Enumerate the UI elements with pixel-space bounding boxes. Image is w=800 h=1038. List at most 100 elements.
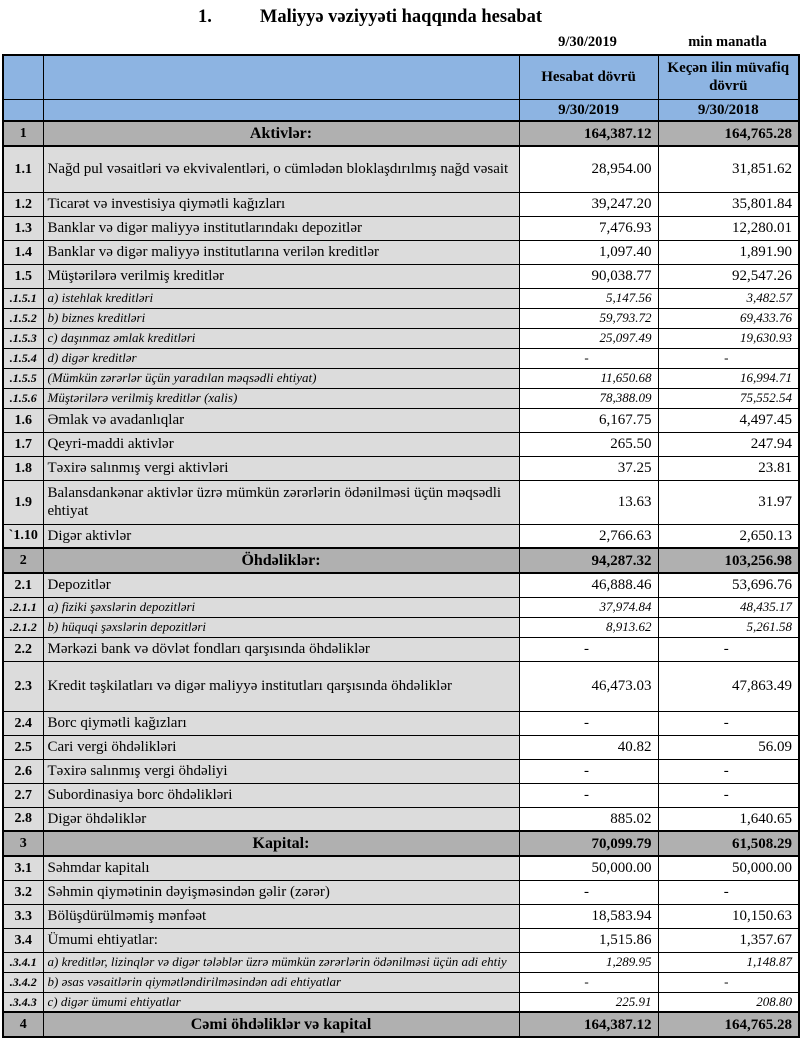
table-row: 3.3 Bölüşdürülməmiş mənfəət 18,583.94 10,15… [2,903,800,929]
value-current-cell: - [518,782,659,808]
table-row: 2 Öhdəliklər: 94,287.32 103,256.98 [2,547,800,575]
value-current-cell: - [518,971,659,993]
table-row: 3 Kapital: 70,099.79 61,508.29 [2,830,800,858]
table-subheader-row: 9/30/2019 9/30/2018 [2,98,800,123]
row-label-cell: a) istehlak kreditləri [42,287,520,309]
row-num-cell: 4 [2,1011,44,1038]
row-label-cell: Öhdəliklər: [42,547,520,575]
row-label-cell: Müştərilərə verilmiş kreditlər (xalis) [42,387,520,409]
value-previous-cell: 47,863.49 [657,660,800,712]
value-previous-cell: 4,497.45 [657,407,800,433]
previous-period-header: Keçən ilin müvafiq dövrü [657,54,800,100]
row-num-cell: .1.5.4 [2,347,44,369]
row-num-cell: 1.1 [2,145,44,193]
row-label-cell: Borc qiymətli kağızları [42,710,520,736]
page-title: 1. Maliyyə vəziyyəti haqqında hesabat [2,6,738,28]
value-previous-cell: 50,000.00 [657,855,800,881]
header-empty-num-cell [2,54,44,100]
table-row: .2.1.2 b) hüquqi şəxslərin depozitləri 8,9… [2,616,800,638]
table-row: 1.1 Nağd pul vəsaitləri və ekvivalentləri… [2,145,800,193]
table-row: .1.5.1 a) istehlak kreditləri 5,147.56 3,48… [2,287,800,309]
row-num-cell: `1.10 [2,523,44,549]
value-current-cell: 13.63 [518,479,659,525]
value-previous-cell: - [657,879,800,905]
report-date-label: 9/30/2019 [558,34,617,51]
row-label-cell: Bölüşdürülməmiş mənfəət [42,903,520,929]
currency-units-label: min manatla [688,34,767,51]
value-current-cell: 225.91 [518,991,659,1013]
row-num-cell: 3.3 [2,903,44,929]
row-num-cell: 1.2 [2,191,44,217]
table-row: .1.5.5 (Mümkün zərərlər üçün yaradılan mə… [2,367,800,389]
row-label-cell: Əmlak və avadanlıqlar [42,407,520,433]
row-label-cell: Digər öhdəliklər [42,806,520,832]
value-current-cell: - [518,879,659,905]
row-label-cell: Mərkəzi bank və dövlət fondları qarşısın… [42,636,520,662]
row-label-cell: c) digər ümumi ehtiyatlar [42,991,520,1013]
table-row: 1.5 Müştərilərə verilmiş kreditlər 90,038.… [2,263,800,289]
row-num-cell: 2.1 [2,572,44,598]
table-row: 1.3 Banklar və digər maliyyə institutları… [2,215,800,241]
table-row: 2.8 Digər öhdəliklər 885.02 1,640.65 [2,806,800,832]
value-current-cell: 78,388.09 [518,387,659,409]
row-num-cell: 1.5 [2,263,44,289]
table-row: 2.3 Kredit təşkilatları və digər maliyyə … [2,660,800,712]
value-current-cell: 59,793.72 [518,307,659,329]
row-num-cell: 1.3 [2,215,44,241]
table-body: 1 Aktivlər: 164,387.12 164,765.28 1.1 Nağd pu… [2,120,800,1038]
row-label-cell: Təxirə salınmış vergi öhdəliyi [42,758,520,784]
row-num-cell: 2.8 [2,806,44,832]
table-header-row: Hesabat dövrü Keçən ilin müvafiq dövrü [2,54,800,100]
value-previous-cell: 103,256.98 [657,547,800,575]
row-num-cell: .2.1.2 [2,616,44,638]
row-label-cell: Subordinasiya borc öhdəlikləri [42,782,520,808]
value-current-cell: 37,974.84 [518,596,659,618]
table-row: .3.4.1 a) kreditlər, lizinqlər və digər t… [2,951,800,973]
value-current-cell: 28,954.00 [518,145,659,193]
value-current-cell: 5,147.56 [518,287,659,309]
value-current-cell: - [518,636,659,662]
row-num-cell: 3.4 [2,927,44,953]
table-row: .1.5.3 c) daşınmaz əmlak kreditləri 25,097… [2,327,800,349]
value-current-cell: 94,287.32 [518,547,659,575]
value-current-cell: 885.02 [518,806,659,832]
row-num-cell: 2 [2,547,44,575]
row-label-cell: Müştərilərə verilmiş kreditlər [42,263,520,289]
value-previous-cell: - [657,636,800,662]
value-previous-cell: 1,891.90 [657,239,800,265]
row-label-cell: Qeyri-maddi aktivlər [42,431,520,457]
value-current-cell: 1,097.40 [518,239,659,265]
value-current-cell: 50,000.00 [518,855,659,881]
table-row: 1.7 Qeyri-maddi aktivlər 265.50 247.94 [2,431,800,457]
table-row: 1.6 Əmlak və avadanlıqlar 6,167.75 4,497.45 [2,407,800,433]
table-row: 2.5 Cari vergi öhdəlikləri 40.82 56.09 [2,734,800,760]
current-period-date: 9/30/2019 [518,98,659,123]
value-previous-cell: - [657,971,800,993]
row-num-cell: 1.4 [2,239,44,265]
row-label-cell: Nağd pul vəsaitləri və ekvivalentləri, o… [42,145,520,193]
table-row: 2.7 Subordinasiya borc öhdəlikləri - - [2,782,800,808]
value-current-cell: 40.82 [518,734,659,760]
row-label-cell: Səhmdar kapitalı [42,855,520,881]
row-label-cell: Banklar və digər maliyyə institutlarına … [42,239,520,265]
value-previous-cell: - [657,758,800,784]
table-row: 2.4 Borc qiymətli kağızları - - [2,710,800,736]
financial-statement-page: 1. Maliyyə vəziyyəti haqqında hesabat 9/… [2,6,800,1038]
row-label-cell: b) əsas vəsaitlərin qiymətləndirilməsind… [42,971,520,993]
current-period-header: Hesabat dövrü [518,54,659,100]
table-row: 2.2 Mərkəzi bank və dövlət fondları qarşı… [2,636,800,662]
row-label-cell: b) hüquqi şəxslərin depozitləri [42,616,520,638]
value-current-cell: 7,476.93 [518,215,659,241]
value-previous-cell: 35,801.84 [657,191,800,217]
row-label-cell: Kredit təşkilatları və digər maliyyə ins… [42,660,520,712]
value-previous-cell: 12,280.01 [657,215,800,241]
row-num-cell: .3.4.3 [2,991,44,1013]
row-label-cell: Digər aktivlər [42,523,520,549]
table-row: 1.4 Banklar və digər maliyyə institutları… [2,239,800,265]
value-previous-cell: 23.81 [657,455,800,481]
value-current-cell: 70,099.79 [518,830,659,858]
table-header: Hesabat dövrü Keçən ilin müvafiq dövrü 9… [2,54,800,123]
row-label-cell: Cari vergi öhdəlikləri [42,734,520,760]
meta-row: 9/30/2019 min manatla [2,34,798,51]
value-previous-cell: 208.80 [657,991,800,1013]
